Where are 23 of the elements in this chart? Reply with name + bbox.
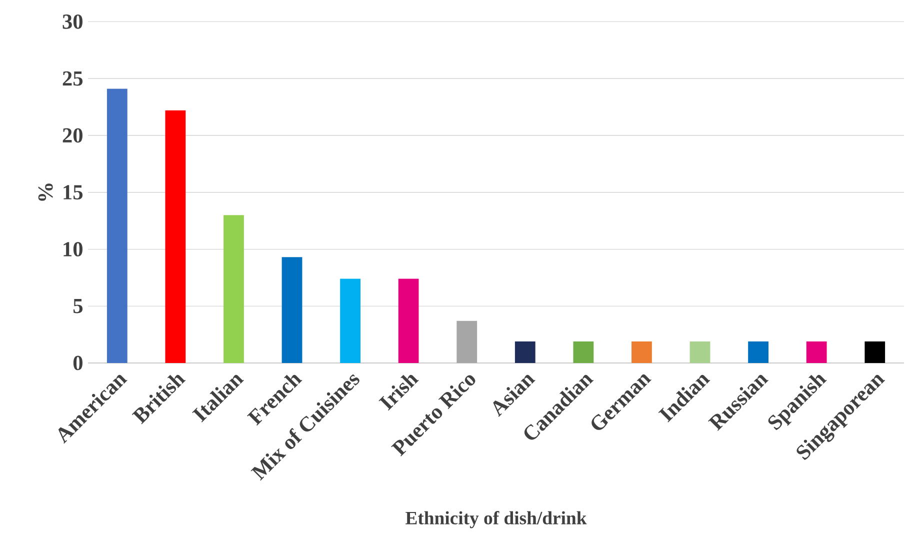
bar xyxy=(106,88,128,363)
bar xyxy=(165,110,186,363)
bar xyxy=(282,257,302,363)
bar xyxy=(224,215,244,363)
x-axis-title: Ethnicity of dish/drink xyxy=(406,511,587,528)
bar xyxy=(398,278,419,363)
bar xyxy=(340,278,360,363)
bar xyxy=(573,341,594,363)
bar xyxy=(864,341,886,363)
bar xyxy=(632,341,652,363)
y-tick-label: 25 xyxy=(62,71,83,86)
y-tick-label: 20 xyxy=(62,128,82,143)
y-axis-title: % xyxy=(38,184,53,201)
bar xyxy=(514,341,536,363)
y-tick-label: 0 xyxy=(73,356,82,370)
bar xyxy=(748,341,768,363)
bar xyxy=(690,341,710,363)
y-tick-label: 10 xyxy=(64,242,82,256)
y-tick-label: 30 xyxy=(62,14,82,29)
x-tick-label: Irish xyxy=(378,374,419,411)
bar xyxy=(806,341,827,363)
y-tick-label: 5 xyxy=(73,299,83,314)
y-tick-label: 15 xyxy=(64,185,83,200)
